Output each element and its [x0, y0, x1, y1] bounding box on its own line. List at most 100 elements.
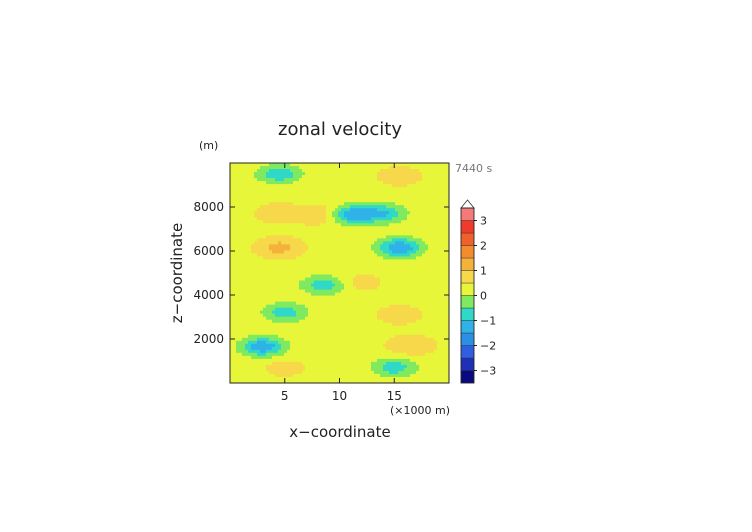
field-cell — [404, 262, 408, 267]
field-cell — [281, 337, 285, 342]
field-cell — [416, 253, 420, 258]
field-cell — [389, 307, 393, 312]
field-cell — [386, 340, 390, 345]
field-cell — [401, 181, 405, 185]
field-cell — [269, 313, 273, 318]
field-cell — [326, 280, 330, 285]
field-cell — [434, 238, 438, 242]
field-cell — [392, 181, 396, 185]
field-cell — [344, 256, 348, 261]
field-cell — [428, 190, 432, 194]
field-cell — [305, 355, 309, 360]
field-cell — [386, 379, 390, 383]
field-cell — [299, 373, 303, 378]
field-cell — [362, 352, 366, 357]
field-cell — [230, 340, 234, 345]
field-cell — [311, 253, 315, 258]
field-cell — [278, 379, 282, 383]
field-cell — [323, 379, 327, 383]
field-cell — [341, 277, 345, 282]
field-cell — [281, 277, 285, 282]
field-cell — [308, 286, 312, 291]
field-cell — [362, 217, 366, 221]
field-cell — [344, 277, 348, 282]
field-cell — [371, 346, 375, 351]
field-cell — [377, 361, 381, 366]
field-cell — [296, 250, 300, 255]
field-cell — [407, 340, 411, 345]
field-cell — [359, 202, 363, 206]
field-cell — [317, 262, 321, 267]
field-cell — [395, 328, 399, 333]
field-cell — [314, 280, 318, 285]
field-cell — [254, 277, 258, 282]
field-cell — [374, 211, 378, 215]
field-cell — [308, 238, 312, 242]
field-cell — [242, 289, 246, 294]
field-cell — [419, 310, 423, 315]
field-cell — [422, 295, 426, 300]
field-cell — [284, 214, 288, 218]
field-cell — [398, 370, 402, 375]
field-cell — [404, 181, 408, 185]
field-cell — [296, 307, 300, 312]
field-cell — [281, 352, 285, 357]
field-cell — [392, 346, 396, 351]
field-cell — [407, 283, 411, 288]
field-cell — [389, 361, 393, 366]
field-cell — [248, 196, 252, 200]
field-cell — [284, 229, 288, 233]
field-cell — [290, 283, 294, 288]
field-cell — [245, 211, 249, 215]
field-cell — [377, 274, 381, 279]
field-cell — [311, 346, 315, 351]
field-cell — [350, 355, 354, 360]
field-cell — [431, 361, 435, 366]
field-cell — [431, 274, 435, 279]
field-cell — [374, 169, 378, 173]
field-cell — [353, 256, 357, 261]
field-cell — [245, 346, 249, 351]
field-cell — [413, 313, 417, 318]
field-cell — [377, 364, 381, 369]
field-cell — [230, 274, 234, 279]
field-cell — [299, 211, 303, 215]
field-cell — [389, 331, 393, 336]
field-cell — [236, 175, 240, 179]
field-cell — [374, 175, 378, 179]
field-cell — [257, 331, 261, 336]
field-cell — [239, 304, 243, 309]
field-cell — [329, 292, 333, 297]
field-cell — [341, 358, 345, 363]
field-cell — [434, 217, 438, 221]
field-cell — [434, 196, 438, 200]
field-cell — [353, 295, 357, 300]
field-cell — [263, 217, 267, 221]
field-cell — [245, 295, 249, 300]
field-cell — [311, 196, 315, 200]
field-cell — [317, 172, 321, 176]
field-cell — [410, 169, 414, 173]
field-cell — [380, 343, 384, 348]
field-cell — [266, 346, 270, 351]
field-cell — [422, 193, 426, 197]
field-cell — [251, 286, 255, 291]
field-cell — [410, 229, 414, 233]
field-cell — [311, 325, 315, 330]
field-cell — [365, 280, 369, 285]
field-cell — [296, 337, 300, 342]
field-cell — [392, 298, 396, 303]
field-cell — [302, 208, 306, 212]
field-cell — [320, 238, 324, 242]
field-cell — [353, 268, 357, 273]
field-cell — [359, 208, 363, 212]
field-cell — [242, 187, 246, 191]
field-cell — [254, 178, 258, 182]
field-cell — [413, 283, 417, 288]
field-cell — [284, 319, 288, 324]
field-cell — [428, 337, 432, 342]
field-cell — [431, 277, 435, 282]
field-cell — [287, 211, 291, 215]
field-cell — [428, 217, 432, 221]
field-cell — [308, 241, 312, 245]
